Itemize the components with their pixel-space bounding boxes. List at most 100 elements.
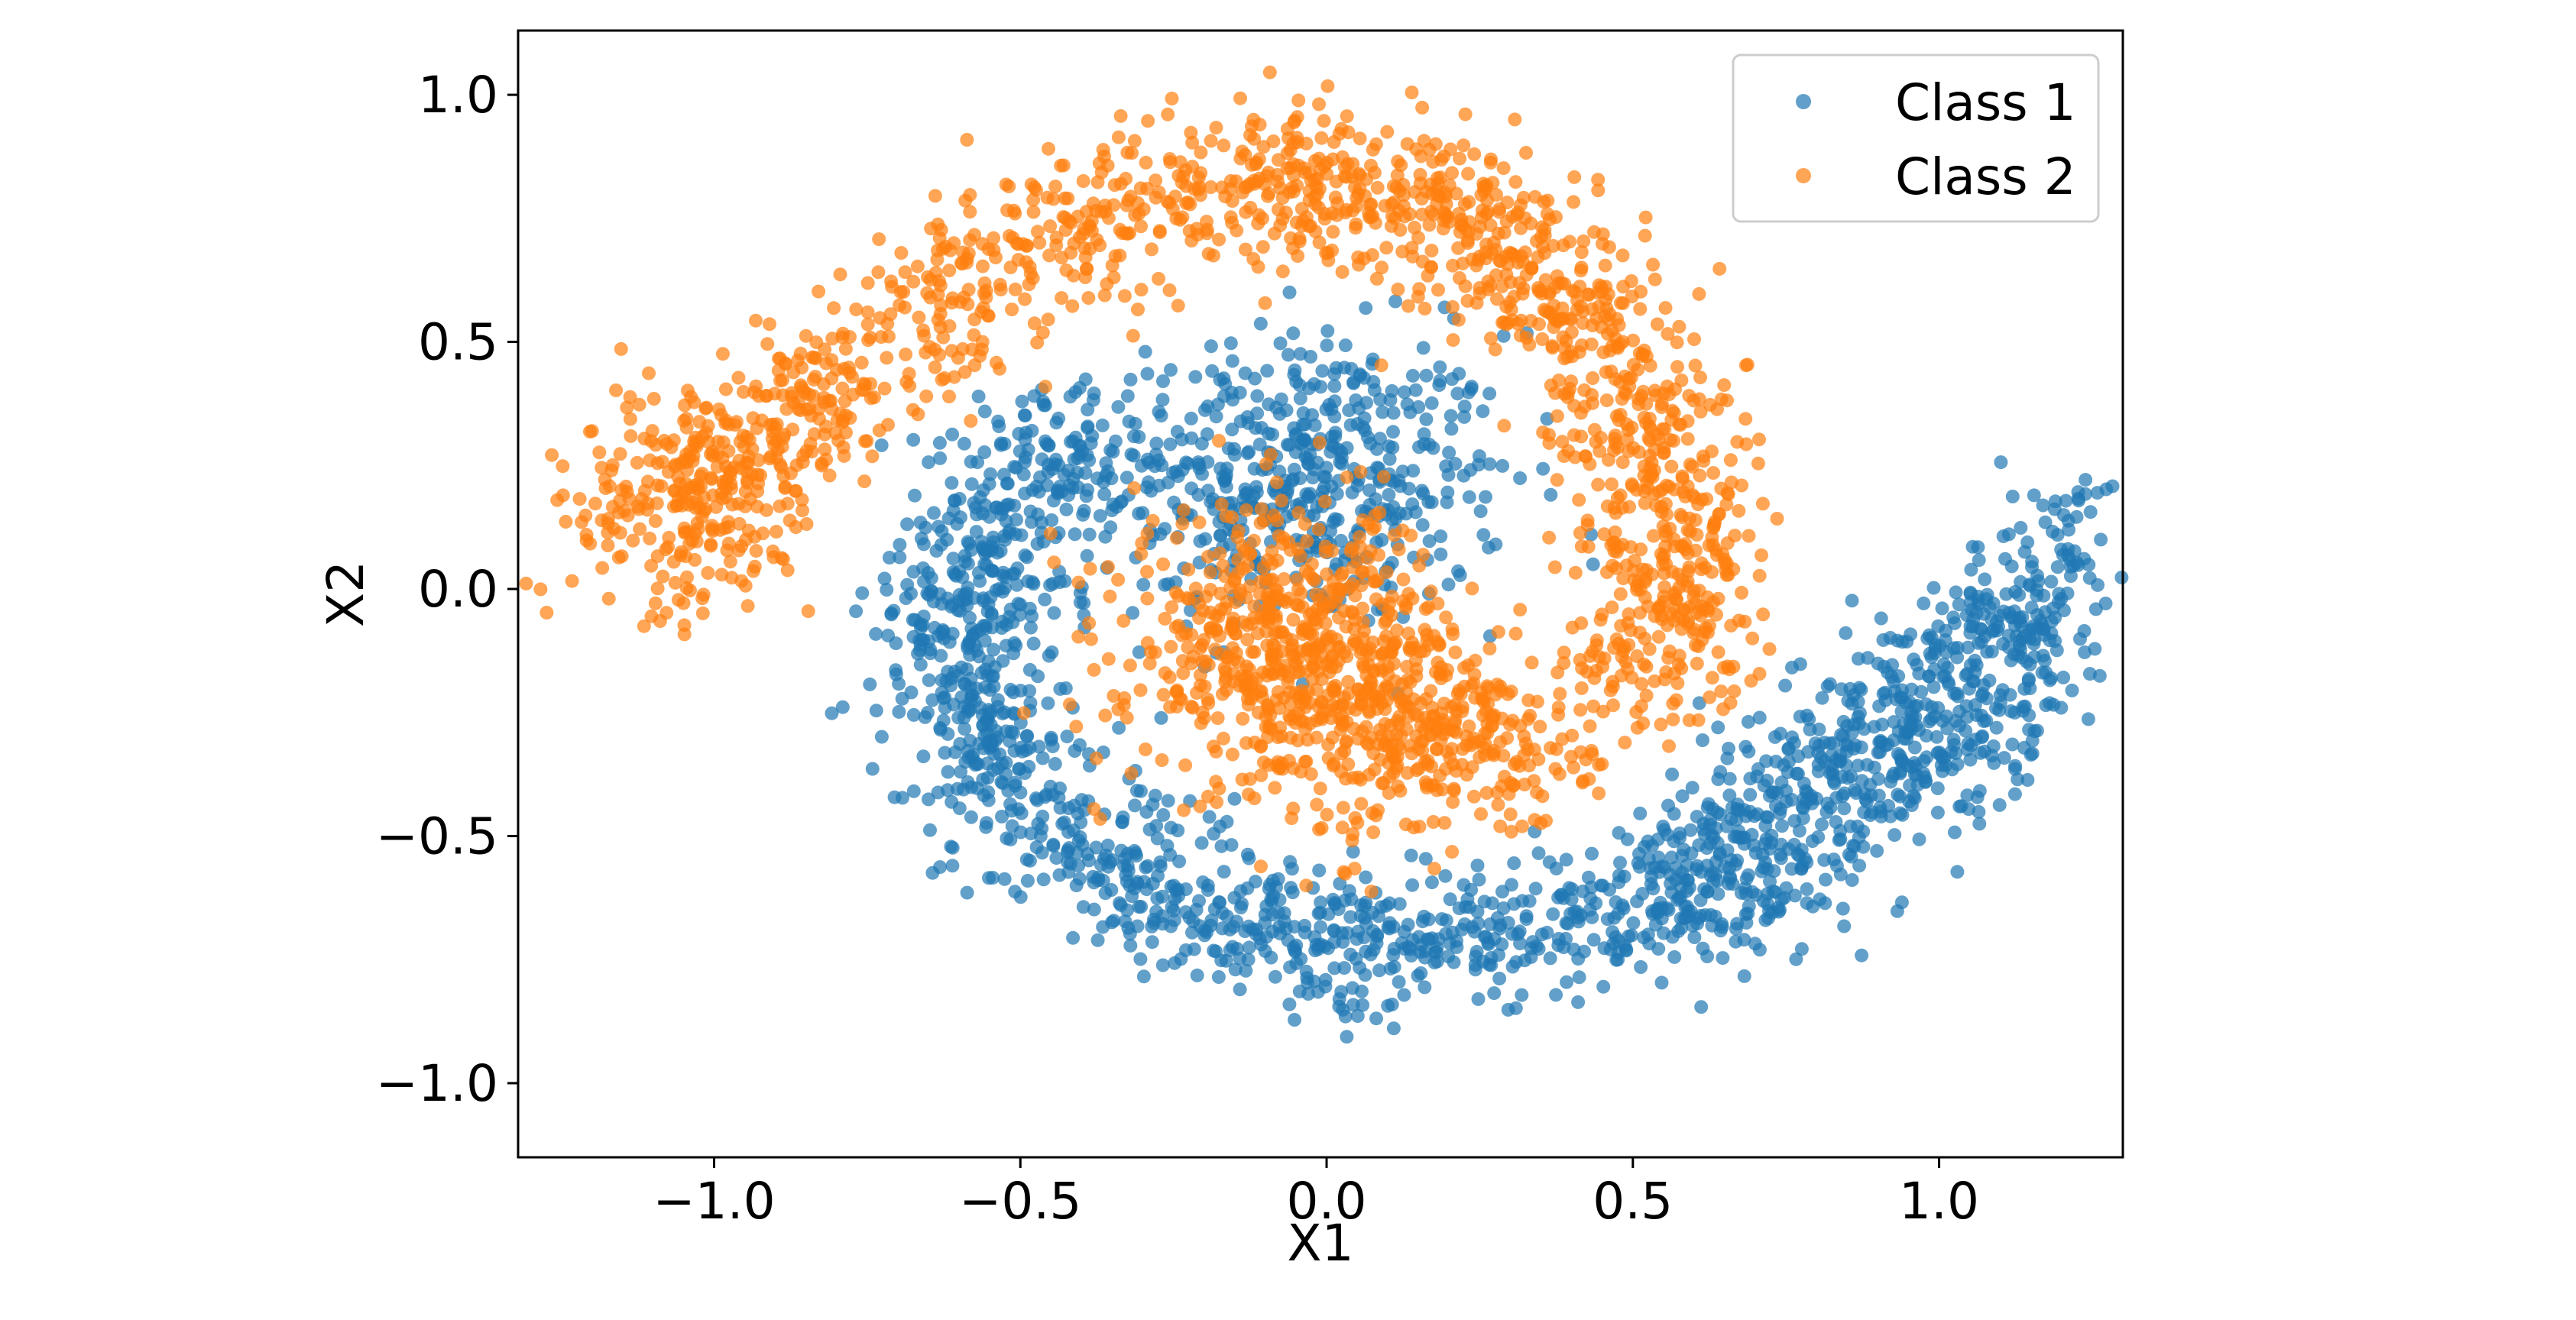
point-class-1 [1248, 371, 1262, 386]
point-class-1 [1657, 823, 1671, 837]
point-class-2 [1340, 157, 1355, 171]
point-class-2 [1184, 699, 1198, 713]
point-class-2 [906, 274, 921, 289]
point-class-1 [981, 597, 996, 612]
point-class-2 [1446, 258, 1460, 273]
point-class-1 [1274, 392, 1288, 406]
point-class-2 [931, 217, 945, 231]
point-class-2 [1277, 664, 1291, 678]
point-class-1 [1903, 778, 1917, 793]
point-class-2 [1720, 659, 1735, 674]
point-class-1 [1720, 843, 1735, 858]
point-class-2 [1291, 93, 1306, 108]
point-class-1 [1771, 904, 1786, 919]
point-class-2 [744, 467, 759, 481]
point-class-1 [1645, 904, 1659, 918]
point-class-1 [1743, 772, 1758, 786]
point-class-2 [632, 397, 646, 412]
point-class-1 [958, 755, 973, 769]
point-class-2 [1504, 824, 1518, 839]
point-class-1 [1557, 891, 1571, 905]
point-class-2 [1427, 862, 1441, 876]
point-class-1 [1626, 916, 1641, 930]
point-class-1 [1701, 797, 1716, 811]
point-class-2 [1256, 560, 1271, 574]
point-class-1 [926, 594, 941, 609]
point-class-2 [1510, 208, 1525, 222]
point-class-2 [1356, 513, 1370, 527]
point-class-1 [2023, 681, 2037, 696]
point-class-2 [650, 496, 664, 510]
point-class-1 [1114, 843, 1129, 858]
point-class-1 [990, 693, 1005, 707]
point-class-2 [1565, 620, 1580, 635]
point-class-2 [1325, 730, 1340, 745]
point-class-2 [1540, 207, 1554, 221]
point-class-2 [1041, 312, 1055, 327]
point-class-2 [1275, 264, 1290, 279]
point-class-2 [796, 383, 811, 398]
point-class-2 [1366, 209, 1380, 223]
point-class-1 [1730, 853, 1745, 868]
point-class-1 [1700, 841, 1714, 856]
point-class-1 [1045, 788, 1060, 802]
point-class-1 [980, 756, 994, 771]
point-class-2 [1043, 219, 1058, 234]
point-class-1 [2027, 488, 2041, 503]
point-class-2 [749, 313, 763, 328]
point-class-2 [695, 606, 710, 620]
point-class-2 [1573, 526, 1587, 540]
point-class-1 [1268, 969, 1282, 984]
point-class-2 [1422, 218, 1437, 232]
point-class-2 [1550, 665, 1565, 680]
point-class-1 [1273, 336, 1288, 351]
point-class-2 [1076, 227, 1090, 241]
point-class-1 [1320, 338, 1334, 353]
point-class-2 [1633, 582, 1648, 597]
point-class-1 [1937, 751, 1952, 765]
point-class-2 [1105, 258, 1120, 273]
point-class-1 [1327, 379, 1342, 393]
point-class-2 [1424, 260, 1438, 274]
point-class-1 [1020, 550, 1034, 565]
point-class-2 [1218, 189, 1233, 204]
point-class-1 [1142, 475, 1155, 490]
point-class-1 [825, 706, 839, 720]
point-class-2 [1163, 700, 1178, 714]
point-class-2 [960, 133, 974, 147]
point-class-1 [1023, 620, 1038, 635]
point-class-1 [1239, 963, 1253, 978]
point-class-2 [1431, 171, 1445, 186]
point-class-1 [1393, 479, 1408, 493]
point-class-1 [2065, 683, 2079, 697]
point-class-1 [1477, 895, 1492, 909]
point-class-1 [1874, 809, 1888, 823]
point-class-2 [1313, 781, 1327, 796]
point-class-2 [1098, 199, 1113, 212]
point-class-1 [2004, 559, 2019, 574]
point-class-2 [1628, 554, 1641, 568]
point-class-1 [1282, 997, 1297, 1011]
point-class-1 [1337, 961, 1352, 975]
point-class-1 [1784, 792, 1799, 807]
point-class-1 [1359, 301, 1373, 315]
point-class-2 [1368, 508, 1382, 522]
point-class-1 [1038, 434, 1052, 448]
point-class-2 [1238, 180, 1252, 195]
point-class-1 [2050, 560, 2065, 574]
point-class-1 [865, 762, 880, 776]
point-class-2 [556, 459, 570, 474]
point-class-2 [1346, 827, 1360, 841]
point-class-1 [2049, 643, 2064, 658]
point-class-2 [1133, 683, 1148, 697]
point-class-1 [1106, 445, 1120, 459]
point-class-2 [1770, 512, 1784, 526]
point-class-2 [1372, 548, 1386, 562]
point-class-2 [1325, 650, 1339, 665]
point-class-2 [1278, 595, 1293, 609]
point-class-2 [899, 348, 913, 361]
point-class-2 [1646, 529, 1661, 543]
point-class-2 [1755, 548, 1768, 562]
point-class-2 [980, 309, 995, 322]
point-class-1 [1220, 814, 1234, 829]
